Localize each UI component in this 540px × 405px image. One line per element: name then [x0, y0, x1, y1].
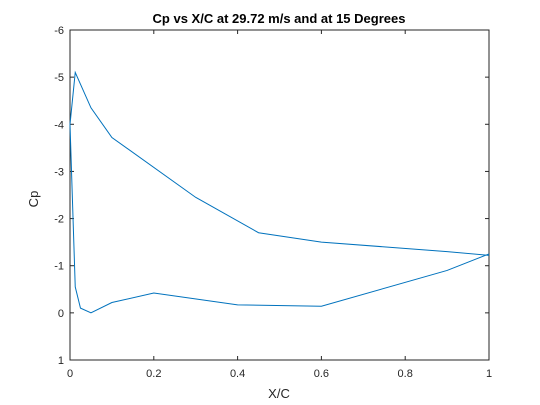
x-tick-label: 0	[67, 368, 73, 380]
y-tick-label: 0	[58, 308, 64, 320]
x-tick-label: 1	[486, 368, 492, 380]
y-tick-label: -6	[54, 25, 64, 37]
y-tick-label: -2	[54, 214, 64, 226]
y-tick-label: -4	[54, 119, 64, 131]
y-tick-label: -1	[54, 261, 64, 273]
x-axis-label: X/C	[268, 386, 290, 401]
y-tick-label: -3	[54, 166, 64, 178]
y-tick-label: -5	[54, 72, 64, 84]
x-tick-label: 0.6	[314, 368, 329, 380]
series-group	[69, 70, 490, 314]
plot-area	[69, 29, 490, 361]
x-tick-label: 0.2	[146, 368, 161, 380]
chart-title: Cp vs X/C at 29.72 m/s and at 15 Degrees	[153, 11, 406, 26]
axis-ticks: 0 0.2 0.4 0.6 0.8 1-6-5-4-3-2-101	[54, 25, 492, 380]
y-axis-label: Cp	[26, 191, 41, 208]
series-line	[69, 70, 490, 314]
x-tick-label: 0.4	[230, 368, 245, 380]
y-tick-label: 1	[58, 355, 64, 367]
x-tick-label: 0.8	[398, 368, 413, 380]
